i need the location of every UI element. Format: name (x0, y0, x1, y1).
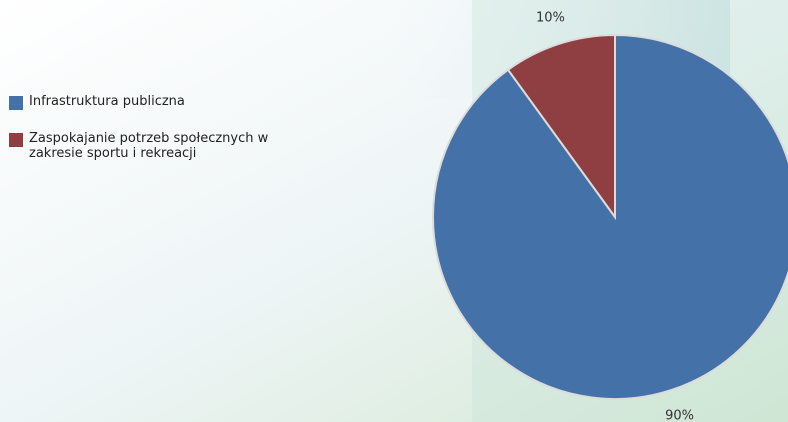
legend: Infrastruktura publiczna Zaspokajanie pot… (9, 94, 291, 182)
data-label: 90% (665, 408, 694, 422)
legend-swatch (9, 96, 23, 110)
data-label: 10% (536, 11, 565, 26)
legend-swatch (9, 133, 23, 147)
legend-item: Zaspokajanie potrzeb społecznych w zakre… (9, 131, 291, 161)
pie-slice (432, 33, 788, 400)
legend-label: Zaspokajanie potrzeb społecznych w zakre… (29, 131, 269, 161)
legend-label: Infrastruktura publiczna (29, 94, 185, 109)
legend-item: Infrastruktura publiczna (9, 94, 291, 110)
pie-slice (506, 33, 616, 221)
